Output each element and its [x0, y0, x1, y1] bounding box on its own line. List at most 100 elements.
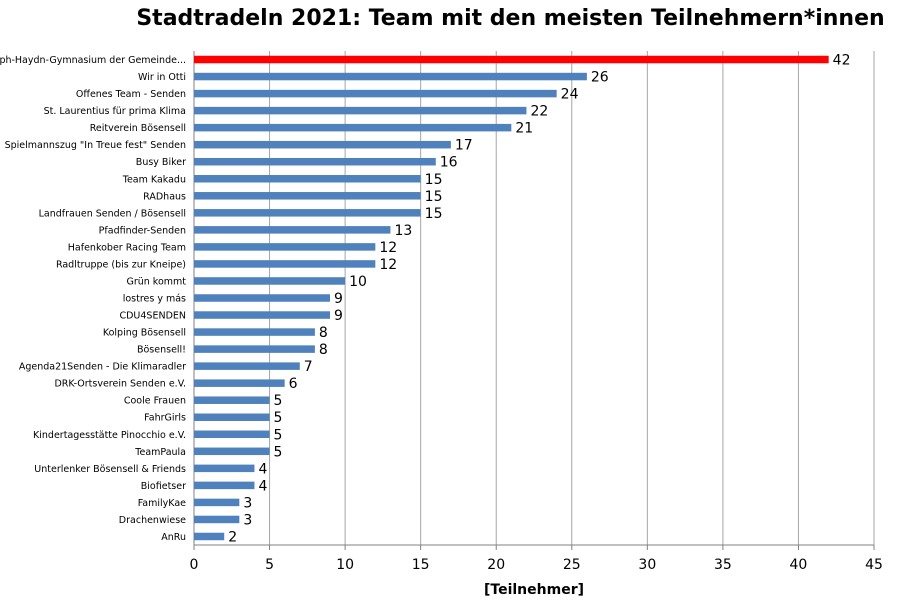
value-label: 15 — [425, 189, 443, 205]
category-label: lostres y más — [123, 294, 186, 305]
value-label: 10 — [349, 274, 367, 290]
value-label: 5 — [274, 444, 283, 460]
value-label: 21 — [515, 121, 533, 137]
value-labels: 4226242221171615151513121210998876555544… — [228, 53, 850, 546]
bar — [194, 311, 330, 319]
x-tick-label: 0 — [190, 557, 199, 573]
category-label: Radltruppe (bis zur Kneipe) — [56, 259, 186, 270]
category-labels: Joseph-Haydn-Gymnasium der Gemeinde... Wi… — [0, 55, 186, 543]
category-label: Pfadfinder-Senden — [99, 225, 186, 236]
bar — [194, 481, 255, 490]
value-label: 3 — [243, 495, 252, 511]
value-label: 12 — [379, 257, 397, 273]
bar — [194, 532, 225, 541]
category-label: FamilyKae — [138, 498, 186, 509]
category-label: Agenda21Senden - Die Klimaradler — [19, 362, 186, 373]
chart-title: Stadtradeln 2021: Team mit den meisten T… — [136, 6, 885, 31]
category-label: AnRu — [161, 532, 186, 543]
bar — [194, 447, 270, 456]
bar — [194, 328, 315, 336]
value-label: 12 — [379, 240, 397, 256]
value-label: 24 — [561, 87, 579, 103]
category-label: CDU4SENDEN — [119, 311, 186, 322]
value-label: 22 — [530, 104, 548, 120]
bar — [194, 55, 829, 64]
x-tick-label: 40 — [790, 557, 808, 573]
category-label: Spielmannszug "In Treue fest" Senden — [5, 140, 186, 151]
category-label: DRK-Ortsverein Senden e.V. — [54, 379, 186, 390]
category-label: Team Kakadu — [122, 174, 186, 185]
value-label: 5 — [274, 393, 283, 409]
bar — [194, 157, 436, 166]
category-label: Unterlenker Bösensell & Friends — [34, 464, 186, 475]
category-label: Kolping Bösensell — [103, 328, 186, 339]
bar — [194, 89, 557, 98]
bar — [194, 294, 330, 302]
bar — [194, 106, 527, 115]
bar — [194, 260, 376, 268]
value-label: 8 — [319, 325, 328, 341]
category-label: Coole Frauen — [124, 396, 186, 407]
value-label: 42 — [833, 53, 851, 69]
bar — [194, 192, 421, 200]
x-tick-label: 10 — [336, 557, 354, 573]
x-axis-ticks: 0 5 10 15 20 25 30 35 40 45 — [190, 557, 883, 573]
value-label: 15 — [425, 206, 443, 222]
bar — [194, 413, 270, 421]
category-label: Biofietser — [141, 481, 186, 492]
value-label: 5 — [274, 410, 283, 426]
bar — [194, 430, 270, 439]
category-label: Hafenkober Racing Team — [68, 242, 186, 253]
bar — [194, 175, 421, 183]
x-tick-label: 25 — [563, 557, 581, 573]
value-label: 7 — [304, 359, 313, 375]
category-label: RADhaus — [143, 191, 186, 202]
bar — [194, 515, 240, 524]
category-label: St. Laurentius für prima Klima — [44, 106, 186, 117]
bar — [194, 498, 240, 507]
category-label: Kindertagesstätte Pinocchio e.V. — [33, 430, 186, 441]
x-tick-label: 20 — [487, 557, 505, 573]
value-label: 5 — [274, 427, 283, 443]
value-label: 4 — [258, 478, 267, 494]
value-label: 13 — [394, 223, 412, 239]
bar — [194, 123, 512, 132]
bar — [194, 243, 376, 251]
category-label: FahrGirls — [144, 413, 186, 424]
value-label: 26 — [591, 70, 609, 86]
x-tick-label: 30 — [638, 557, 656, 573]
bar — [194, 226, 391, 234]
category-label: Reitverein Bösensell — [90, 123, 186, 134]
bars — [194, 55, 829, 541]
value-label: 17 — [455, 138, 473, 154]
bar — [194, 345, 315, 353]
x-tick-label: 45 — [865, 557, 883, 573]
bar — [194, 362, 300, 370]
value-label: 9 — [334, 291, 343, 307]
x-tick-label: 35 — [714, 557, 732, 573]
category-label: Landfrauen Senden / Bösensell — [39, 208, 186, 219]
value-label: 2 — [228, 529, 237, 545]
value-label: 9 — [334, 308, 343, 324]
category-label: Bösensell! — [137, 345, 186, 356]
value-label: 16 — [440, 155, 458, 171]
value-label: 15 — [425, 172, 443, 188]
value-label: 8 — [319, 342, 328, 358]
x-tick-label: 15 — [412, 557, 430, 573]
bar — [194, 277, 346, 285]
bar — [194, 396, 270, 404]
x-tick-label: 5 — [265, 557, 274, 573]
x-axis-title: [Teilnehmer] — [484, 582, 584, 598]
bar — [194, 379, 285, 387]
bar — [194, 464, 255, 473]
category-label: Drachenwiese — [119, 515, 186, 526]
category-label: Busy Biker — [136, 157, 186, 168]
category-label: Joseph-Haydn-Gymnasium der Gemeinde... — [0, 55, 186, 66]
bar — [194, 209, 421, 217]
category-label: Wir in Otti — [138, 72, 186, 83]
bar — [194, 140, 451, 149]
value-label: 6 — [289, 376, 298, 392]
category-label: TeamPaula — [134, 447, 186, 458]
category-label: Grün kommt — [126, 276, 186, 287]
